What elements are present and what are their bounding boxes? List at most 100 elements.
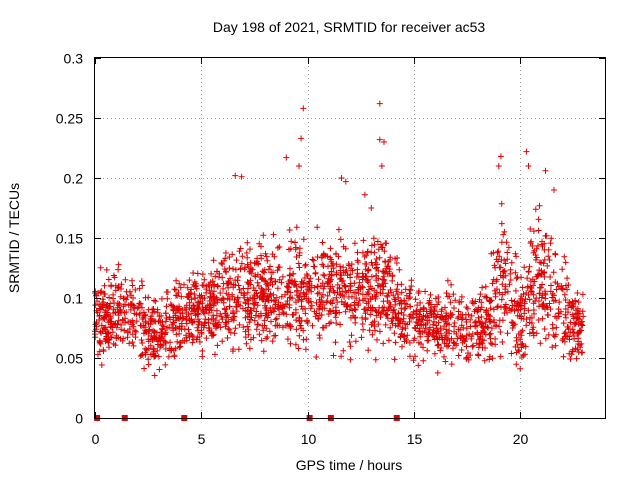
data-point [365, 267, 372, 274]
data-point [276, 243, 283, 250]
data-point [234, 294, 241, 301]
data-point [286, 272, 293, 279]
data-point [259, 322, 266, 329]
data-point [422, 288, 429, 295]
data-point [142, 294, 149, 301]
data-point [497, 329, 504, 335]
data-point [523, 148, 530, 155]
data-point [484, 311, 491, 318]
data-point [165, 353, 172, 360]
data-point [104, 311, 111, 318]
data-point [382, 280, 389, 287]
data-point [373, 256, 380, 262]
data-point [501, 228, 508, 235]
data-point [504, 330, 511, 337]
data-point [115, 266, 122, 273]
data-point [285, 284, 292, 291]
data-point [142, 324, 149, 331]
data-point [366, 327, 373, 334]
data-point [133, 328, 139, 335]
data-point [367, 311, 374, 318]
data-point [501, 267, 508, 274]
data-point [536, 202, 543, 209]
chart-title: Day 198 of 2021, SRMTID for receiver ac5… [213, 19, 486, 35]
data-point [343, 267, 350, 274]
data-point [243, 340, 250, 347]
data-point [504, 288, 511, 295]
data-point [103, 312, 110, 319]
data-point [493, 276, 500, 283]
data-point [292, 341, 299, 348]
data-point [561, 330, 568, 337]
data-point [424, 337, 431, 344]
data-point [513, 349, 520, 356]
data-point [238, 260, 245, 267]
data-point [173, 324, 180, 331]
data-point [485, 312, 492, 319]
data-point [138, 278, 145, 285]
data-point [547, 240, 554, 247]
data-point [233, 257, 240, 264]
data-point [417, 333, 424, 340]
data-point [177, 284, 184, 291]
data-point [219, 316, 226, 323]
data-point [171, 305, 178, 311]
data-point [224, 312, 230, 319]
data-point [382, 321, 389, 328]
data-point [565, 309, 571, 316]
data-point [162, 338, 169, 345]
data-point [245, 331, 252, 338]
data-point [206, 297, 213, 304]
data-point [379, 268, 386, 275]
data-point [519, 327, 526, 334]
data-point [425, 329, 432, 336]
data-point [177, 314, 184, 321]
data-point [526, 296, 533, 303]
data-point [565, 302, 572, 309]
data-point [361, 253, 368, 260]
data-point [368, 321, 375, 328]
data-point [244, 254, 251, 261]
data-point [274, 305, 281, 312]
data-point [314, 290, 321, 297]
data-point [575, 299, 582, 305]
data-point [352, 338, 359, 345]
data-point [376, 254, 383, 261]
data-point [302, 310, 309, 317]
data-point [525, 307, 532, 314]
data-point [213, 312, 220, 319]
data-point [408, 315, 415, 322]
data-point [176, 315, 183, 322]
data-point [113, 335, 120, 342]
data-point [572, 298, 578, 304]
data-point [536, 284, 543, 291]
data-point [149, 306, 156, 313]
data-point [542, 167, 549, 174]
data-point [100, 299, 107, 306]
data-point [210, 332, 216, 339]
data-point [115, 284, 122, 291]
data-point [517, 336, 524, 343]
data-point [156, 366, 163, 373]
data-point [420, 344, 426, 351]
data-point [246, 268, 253, 275]
data-point [252, 312, 259, 319]
data-point [498, 220, 505, 227]
data-point [164, 295, 171, 302]
data-point [512, 287, 519, 294]
data-point [351, 289, 358, 296]
data-point [483, 307, 490, 314]
data-point [530, 307, 537, 313]
data-point [221, 257, 227, 264]
data-point [491, 287, 498, 294]
data-point [260, 289, 267, 296]
data-point [379, 244, 386, 251]
data-point [354, 249, 361, 256]
data-point [373, 272, 380, 279]
data-point [152, 352, 159, 359]
data-point [508, 259, 515, 266]
data-point [266, 328, 273, 335]
data-point [136, 312, 143, 318]
data-point [147, 336, 154, 342]
data-point [189, 339, 196, 346]
